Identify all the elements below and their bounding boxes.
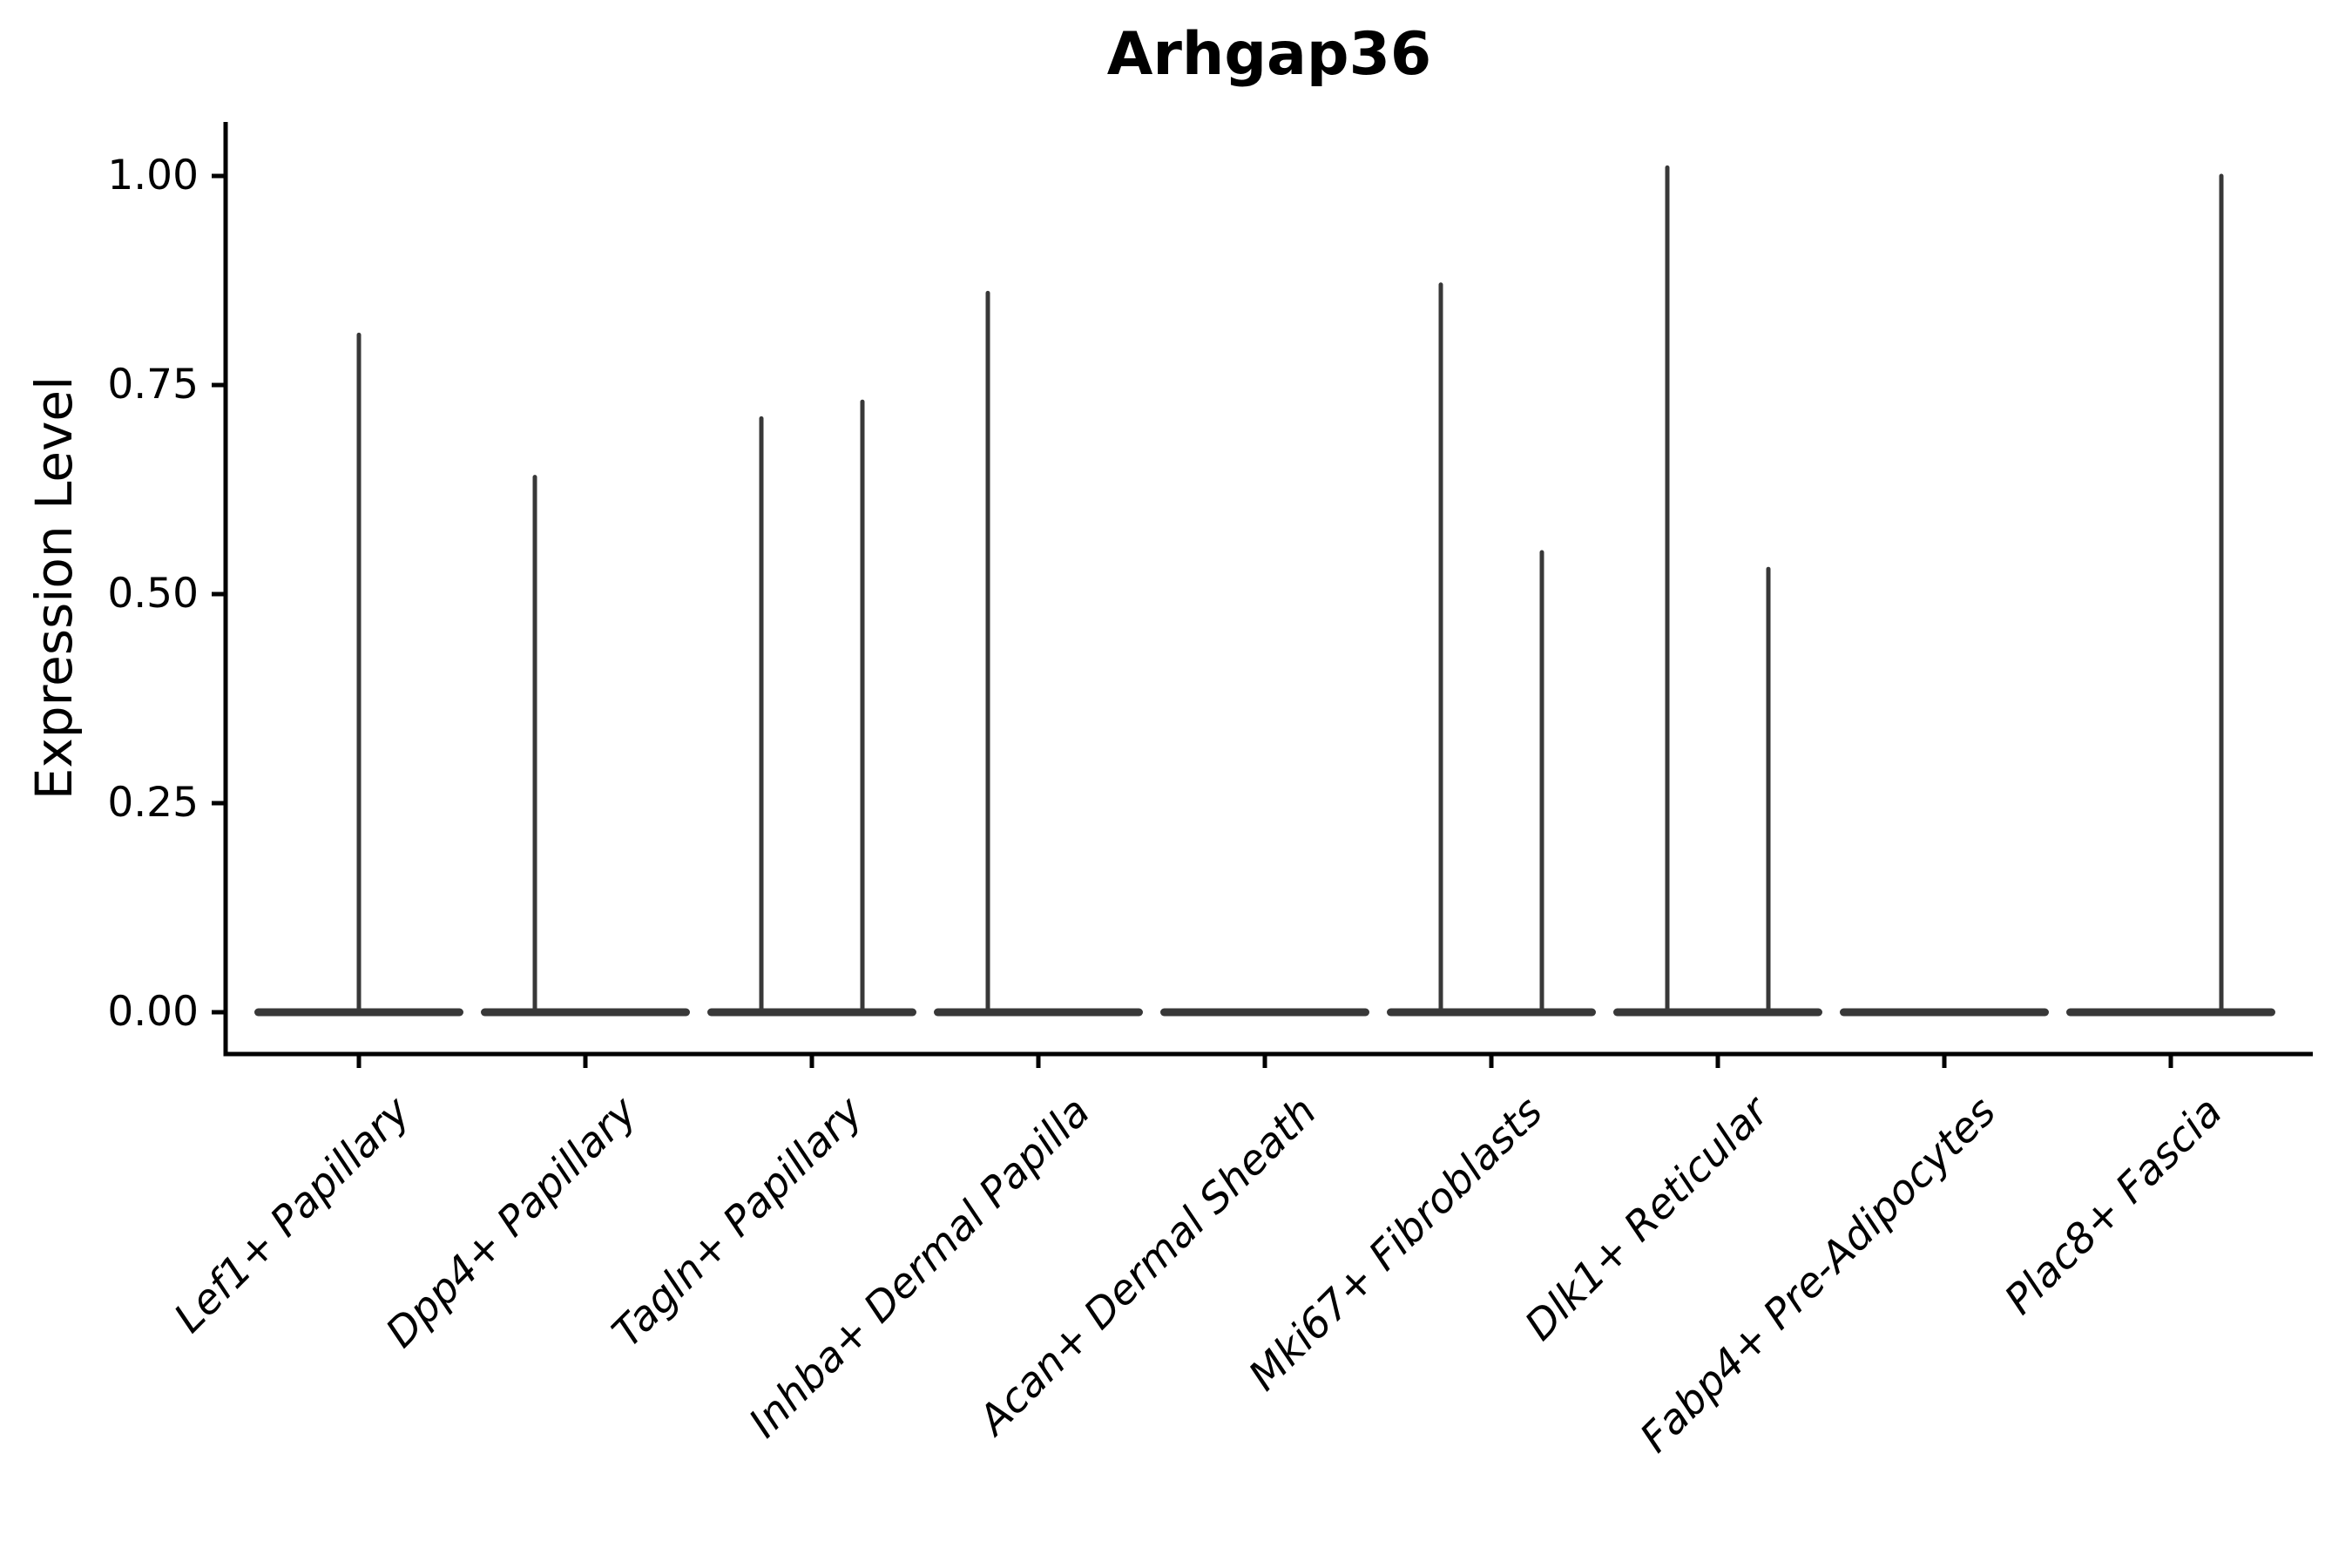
y-tick-label: 0.75 (107, 361, 199, 409)
y-tick-label: 0.25 (107, 779, 199, 827)
y-tick-label: 0.50 (107, 570, 199, 618)
violin-baseline (1160, 1008, 1369, 1017)
violin-baseline (1613, 1008, 1822, 1017)
y-tick-label: 1.00 (107, 152, 199, 199)
violin-baseline (2066, 1008, 2275, 1017)
violin-baseline (1387, 1008, 1596, 1017)
violin-baseline (707, 1008, 916, 1017)
violin-baseline (1840, 1008, 2049, 1017)
violin-baseline (481, 1008, 690, 1017)
plot-title: Arhgap36 (1106, 20, 1432, 89)
y-tick-label: 0.00 (107, 988, 199, 1036)
violin-baseline (934, 1008, 1143, 1017)
